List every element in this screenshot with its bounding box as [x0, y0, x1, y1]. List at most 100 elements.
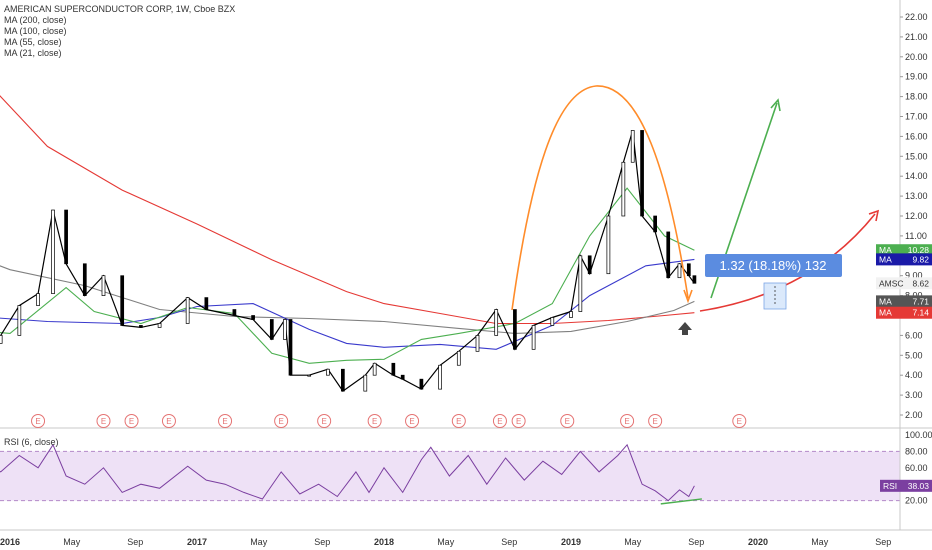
price-candle [419, 378, 424, 390]
earnings-marker-label: E [129, 417, 134, 426]
price-tick-label: 11.00 [905, 231, 927, 241]
price-label-box [876, 244, 932, 257]
price-tick-label: 22.00 [905, 12, 928, 22]
rsi-value-box [880, 479, 932, 492]
price-tick-label: 12.00 [905, 211, 928, 221]
price-candle [621, 161, 626, 217]
chart-title: AMERICAN SUPERCONDUCTOR CORP, 1W, Cboe B… [4, 4, 236, 14]
price-tick-label: 4.00 [905, 370, 923, 380]
price-candle [692, 275, 697, 284]
rsi-tick-label: 100.00 [905, 430, 932, 440]
price-candle [372, 362, 377, 376]
price-candle [666, 231, 671, 279]
price-candle [677, 263, 682, 279]
price-tick-label: 5.00 [905, 350, 923, 360]
earnings-marker [274, 414, 289, 428]
price-tick-label: 9.00 [905, 271, 923, 281]
price-label-name: AMSC [879, 278, 904, 288]
price-candle [391, 362, 396, 376]
price-label-name: MA [879, 245, 892, 255]
time-tick-label: May [811, 537, 829, 547]
time-tick-label: Sep [875, 537, 891, 547]
legend-ma21: MA (21, close) [4, 48, 62, 58]
price-candle [686, 263, 691, 277]
price-candle [606, 215, 611, 275]
legend-ma200: MA (200, close) [4, 15, 67, 25]
rsi-line [0, 443, 695, 502]
price-candle [0, 335, 3, 344]
earnings-marker-label: E [321, 417, 326, 426]
time-tick-label: 2019 [561, 537, 581, 547]
earnings-marker [124, 414, 139, 428]
earnings-marker-label: E [278, 417, 283, 426]
earnings-marker [492, 414, 507, 428]
rsi-tick-label: 60.00 [905, 463, 928, 473]
rsi-value-name: RSI [883, 481, 897, 491]
earnings-marker-label: E [456, 417, 461, 426]
earnings-marker-label: E [516, 417, 521, 426]
time-tick-label: Sep [127, 537, 143, 547]
price-label-value: 10.28 [908, 245, 930, 255]
price-candle [550, 317, 555, 326]
earnings-marker [511, 414, 526, 428]
rsi-tick-label: 80.00 [905, 446, 928, 456]
time-tick-label: May [437, 537, 455, 547]
earnings-marker-label: E [101, 417, 106, 426]
projection-arc [511, 85, 689, 311]
measure-label-text: 1.32 (18.18%) 132 [720, 258, 827, 273]
price-candle [640, 130, 644, 217]
price-candle [288, 319, 293, 376]
price-label-box [876, 253, 932, 266]
price-label-name: MA [879, 296, 892, 306]
price-candle [82, 263, 87, 296]
price-tick-label: 15.00 [905, 151, 928, 161]
price-candle [251, 315, 255, 320]
price-tick-label: 20.00 [905, 52, 928, 62]
price-tick-label: 13.00 [905, 191, 928, 201]
price-candle [587, 255, 592, 275]
price-label-value: 8.62 [912, 278, 929, 288]
price-candle [456, 350, 461, 366]
time-tick-label: May [624, 537, 642, 547]
time-tick-label: May [250, 537, 268, 547]
price-candle [204, 297, 209, 310]
price-candle [51, 209, 55, 294]
price-candle [341, 368, 345, 392]
price-label-name: MA [879, 308, 892, 318]
legend: AMERICAN SUPERCONDUCTOR CORP, 1W, Cboe B… [4, 4, 235, 59]
price-candle [400, 374, 405, 380]
rsi-tick-label: 20.00 [905, 496, 928, 506]
price-candle [363, 374, 368, 392]
price-label-box [876, 295, 932, 308]
price-tick-label: 16.00 [905, 131, 928, 141]
time-tick-label: May [63, 537, 81, 547]
time-tick-label: 2017 [187, 537, 207, 547]
price-candle [17, 305, 22, 336]
price-candle [307, 374, 312, 377]
price-candle [531, 325, 536, 350]
time-tick-label: Sep [501, 537, 517, 547]
price-candle [283, 319, 287, 340]
earnings-marker [31, 414, 46, 428]
earnings-marker-label: E [35, 417, 40, 426]
price-label-name: MA [879, 254, 892, 264]
price-candle [494, 309, 499, 336]
price-candle [513, 309, 517, 350]
price-candle [36, 293, 40, 306]
earnings-marker [732, 414, 747, 428]
earnings-marker [620, 414, 635, 428]
earnings-marker [560, 414, 575, 428]
series-ma-200-close [0, 95, 695, 325]
price-candle [185, 297, 190, 324]
price-label-value: 7.71 [912, 296, 929, 306]
projection-arc-arrowhead [683, 289, 693, 304]
earnings-marker-label: E [166, 417, 171, 426]
price-tick-label: 19.00 [905, 72, 928, 82]
price-candle [578, 255, 583, 312]
legend-ma55: MA (55, close) [4, 37, 62, 47]
price-candle [438, 364, 442, 390]
earnings-marker [405, 414, 420, 428]
price-tick-label: 3.00 [905, 390, 923, 400]
